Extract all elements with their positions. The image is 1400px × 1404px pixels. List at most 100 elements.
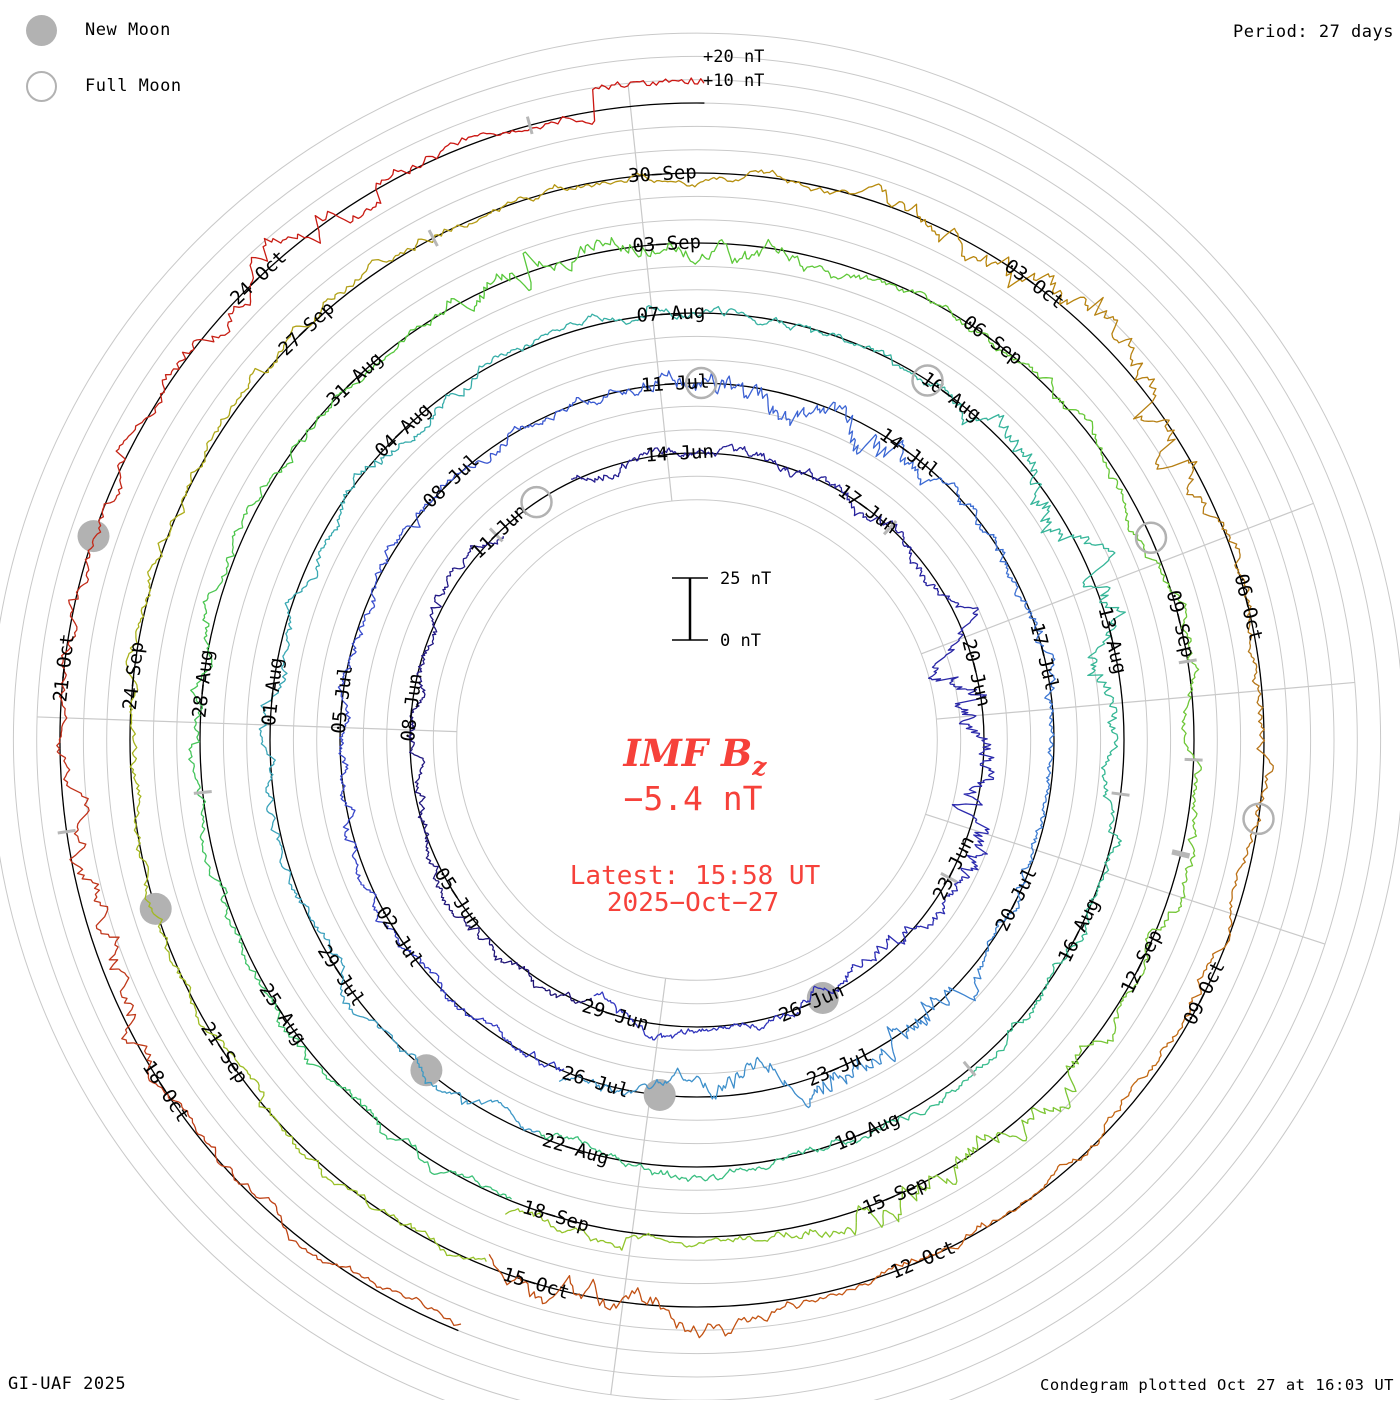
- bz-trace-segment: [1003, 1006, 1036, 1049]
- date-label: 12−Oct: [887, 1236, 959, 1284]
- bz-trace-segment: [1083, 1001, 1122, 1047]
- bz-trace-segment: [561, 1073, 605, 1092]
- bz-trace-segment: [368, 1206, 430, 1238]
- bz-trace-segment: [713, 169, 781, 183]
- bz-trace-segment: [343, 254, 399, 294]
- bz-trace-segment: [603, 1083, 647, 1097]
- legend-row-full-moon: Full Moon: [26, 70, 182, 102]
- bz-trace-segment: [156, 340, 195, 407]
- date-label: 08−Jul: [419, 449, 484, 512]
- bz-trace-segment: [1041, 770, 1052, 813]
- axis-label-plus10: +10 nT: [703, 71, 764, 91]
- bz-trace-segment: [733, 1158, 784, 1173]
- bz-trace-segment: [901, 539, 922, 570]
- bz-trace-segment: [587, 1143, 635, 1168]
- bz-trace-segment: [558, 1079, 562, 1082]
- bz-trace-segment: [992, 1183, 1048, 1222]
- bz-trace-segment: [844, 183, 908, 212]
- date-label: 06−Sep: [958, 311, 1026, 370]
- bz-trace-segment: [645, 1067, 688, 1090]
- bz-trace-segment: [315, 518, 341, 564]
- bz-trace-segment: [1085, 875, 1105, 924]
- bz-trace-segment: [271, 430, 308, 478]
- bz-trace-segment: [977, 752, 995, 787]
- bz-trace-segment: [727, 443, 762, 458]
- bz-trace-segment: [571, 474, 599, 483]
- bz-trace-segment: [760, 452, 790, 476]
- bz-trace-segment: [558, 991, 593, 1004]
- bz-trace-segment: [903, 912, 938, 934]
- date-label: 09−Sep: [1162, 588, 1199, 660]
- bz-trace-segment: [178, 1101, 220, 1165]
- bz-trace-segment: [906, 1160, 959, 1202]
- bz-trace-segment: [1006, 572, 1028, 610]
- date-label: 31−Aug: [322, 348, 387, 411]
- bz-trace-segment: [386, 518, 421, 550]
- bz-trace-segment: [898, 365, 945, 389]
- bz-trace-segment: [593, 991, 607, 1000]
- date-label: 19−Aug: [831, 1108, 903, 1156]
- date-label: 18−Sep: [520, 1196, 592, 1237]
- date-label: 30−Sep: [627, 161, 697, 187]
- bz-trace-segment: [199, 812, 211, 871]
- full-moon-markers: [520, 364, 1275, 836]
- bz-trace-segment: [193, 292, 252, 343]
- bz-trace-segment: [1153, 419, 1198, 475]
- bz-trace-segment: [1186, 473, 1227, 531]
- bz-trace-segment: [266, 801, 283, 851]
- date-label: 11−Jul: [640, 371, 710, 397]
- bz-trace-segment: [919, 989, 950, 1026]
- bz-trace-segment: [247, 332, 292, 385]
- bz-trace-segment: [321, 1072, 368, 1111]
- date-label: 27−Sep: [274, 297, 339, 360]
- bz-trace-segment: [944, 386, 984, 426]
- bz-traces: [56, 77, 1274, 1339]
- bz-trace-segment: [1175, 975, 1204, 1037]
- bz-trace-segment: [276, 1210, 330, 1264]
- bz-trace-segment: [769, 242, 825, 272]
- bz-trace-segment: [346, 352, 392, 390]
- bz-trace-segment: [621, 1232, 682, 1251]
- bz-trace-segment: [1047, 729, 1055, 772]
- date-label: 17−Jun: [834, 480, 902, 539]
- latest-date: 2025−Oct−27: [607, 888, 779, 918]
- new-moon-marker: [643, 1079, 676, 1111]
- bz-trace-segment: [188, 753, 207, 813]
- bz-trace-segment: [758, 316, 809, 331]
- bz-trace-segment: [137, 560, 157, 625]
- bz-trace-segment: [128, 690, 139, 757]
- bz-trace-segment: [500, 958, 532, 978]
- bz-trace-segment: [236, 1061, 274, 1117]
- axis-label-plus20: +20 nT: [703, 47, 764, 67]
- bz-trace-segment: [996, 888, 1021, 927]
- legend-row-new-moon: New Moon: [26, 14, 182, 46]
- bz-trace-segment: [613, 1287, 681, 1329]
- bz-trace-segment: [415, 484, 443, 519]
- bz-trace-segment: [195, 1009, 238, 1062]
- bz-trace-segment: [515, 328, 562, 352]
- bz-trace-segment: [899, 444, 930, 486]
- bz-trace-segment: [829, 401, 856, 452]
- bz-trace-segment: [229, 924, 257, 979]
- scale-top-label: 25 nT: [720, 569, 771, 589]
- bz-trace-segment: [429, 585, 449, 616]
- bz-trace-segment: [258, 701, 269, 753]
- bz-trace-segment: [400, 946, 435, 974]
- bz-trace-segment: [855, 1186, 908, 1228]
- bz-trace-segment: [606, 998, 635, 1023]
- bz-trace-segment: [476, 934, 503, 961]
- bz-trace-segment: [538, 1130, 541, 1134]
- bz-trace-segment: [60, 610, 78, 685]
- bz-trace-segment: [739, 1231, 800, 1242]
- bz-trace-segment: [219, 1163, 278, 1212]
- new-moon-label: New Moon: [85, 20, 171, 40]
- bz-trace-segment: [265, 752, 276, 803]
- bz-trace-segment: [208, 870, 231, 926]
- full-moon-icon: [26, 70, 57, 102]
- bz-trace-segment: [948, 965, 983, 1002]
- bz-trace-segment: [181, 439, 212, 500]
- bz-trace-segment: [486, 251, 540, 292]
